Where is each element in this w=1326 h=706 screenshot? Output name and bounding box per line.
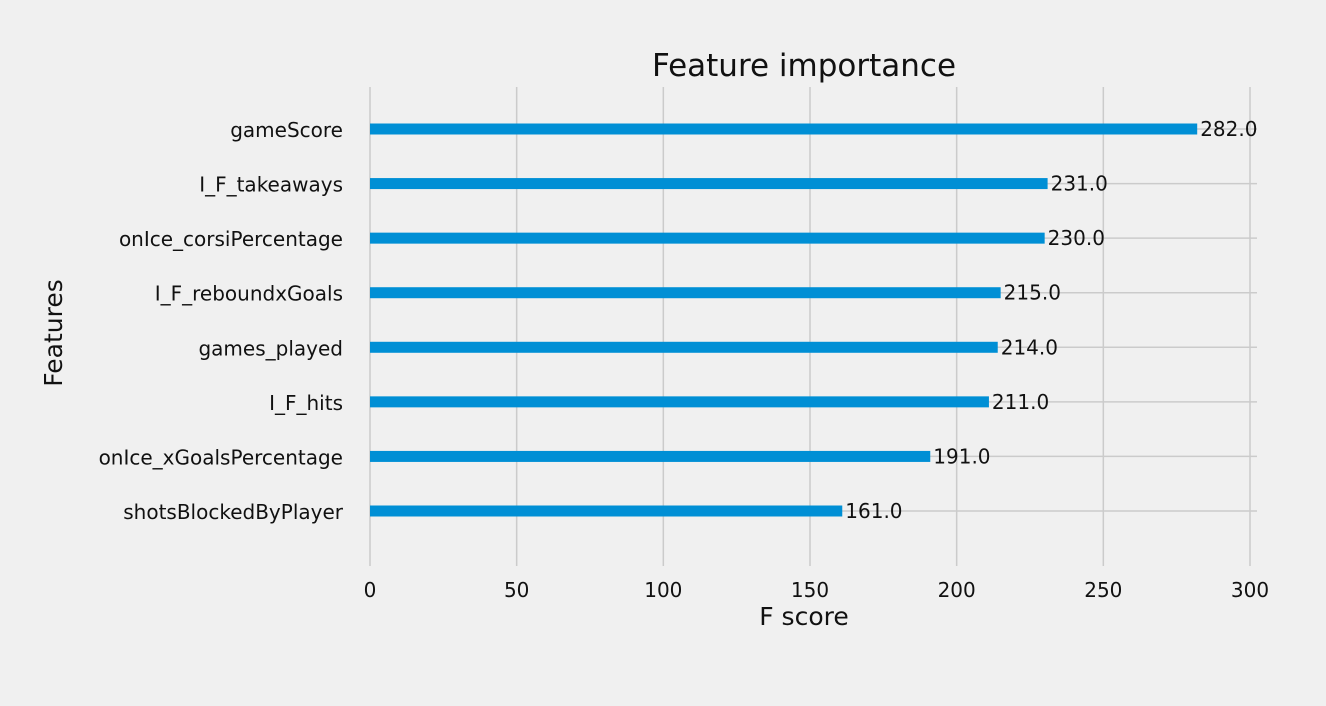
bar-value-label: 191.0 bbox=[933, 444, 990, 468]
chart-title: Feature importance bbox=[652, 48, 956, 84]
y-tick-label: onIce_corsiPercentage bbox=[119, 227, 343, 251]
bar-value-label: 214.0 bbox=[1001, 335, 1058, 359]
bar-value-label: 215.0 bbox=[1004, 281, 1061, 305]
bar bbox=[370, 396, 989, 408]
y-tick-label: onIce_xGoalsPercentage bbox=[99, 445, 343, 469]
data-labels: 282.0 231.0 230.0 215.0 214.0 211.0 191.0 161.0 bbox=[845, 117, 1257, 523]
y-tick-label: I_F_reboundxGoals bbox=[155, 282, 343, 306]
x-tick-label: 0 bbox=[364, 578, 377, 602]
y-tick-labels: gameScore I_F_takeaways onIce_corsiPercent… bbox=[99, 118, 344, 524]
y-tick-label: I_F_hits bbox=[269, 391, 343, 415]
y-tick-label: gameScore bbox=[230, 118, 343, 142]
bar bbox=[370, 232, 1045, 244]
y-tick-label: games_played bbox=[198, 336, 343, 360]
bar bbox=[370, 123, 1198, 135]
x-tick-label: 200 bbox=[938, 578, 976, 602]
x-tick-label: 100 bbox=[644, 578, 682, 602]
bar-value-label: 161.0 bbox=[845, 499, 902, 523]
bar bbox=[370, 450, 931, 462]
bar bbox=[370, 505, 843, 517]
y-axis-title: Features bbox=[39, 279, 68, 387]
x-tick-label: 250 bbox=[1084, 578, 1122, 602]
bar-value-label: 230.0 bbox=[1048, 226, 1105, 250]
grid-lines bbox=[369, 87, 1257, 566]
bar-value-label: 231.0 bbox=[1051, 172, 1108, 196]
bar-value-label: 211.0 bbox=[992, 390, 1049, 414]
x-axis-title: F score bbox=[759, 602, 849, 631]
bars bbox=[370, 123, 1198, 517]
y-tick-label: shotsBlockedByPlayer bbox=[123, 500, 344, 524]
x-tick-label: 50 bbox=[504, 578, 529, 602]
x-tick-labels: 0 50 100 150 200 250 300 bbox=[364, 578, 1269, 602]
x-tick-label: 150 bbox=[791, 578, 829, 602]
bar bbox=[370, 341, 998, 353]
bar-value-label: 282.0 bbox=[1200, 117, 1257, 141]
x-tick-label: 300 bbox=[1231, 578, 1269, 602]
bar bbox=[370, 178, 1048, 190]
bar bbox=[370, 287, 1001, 299]
y-tick-label: I_F_takeaways bbox=[199, 173, 343, 197]
